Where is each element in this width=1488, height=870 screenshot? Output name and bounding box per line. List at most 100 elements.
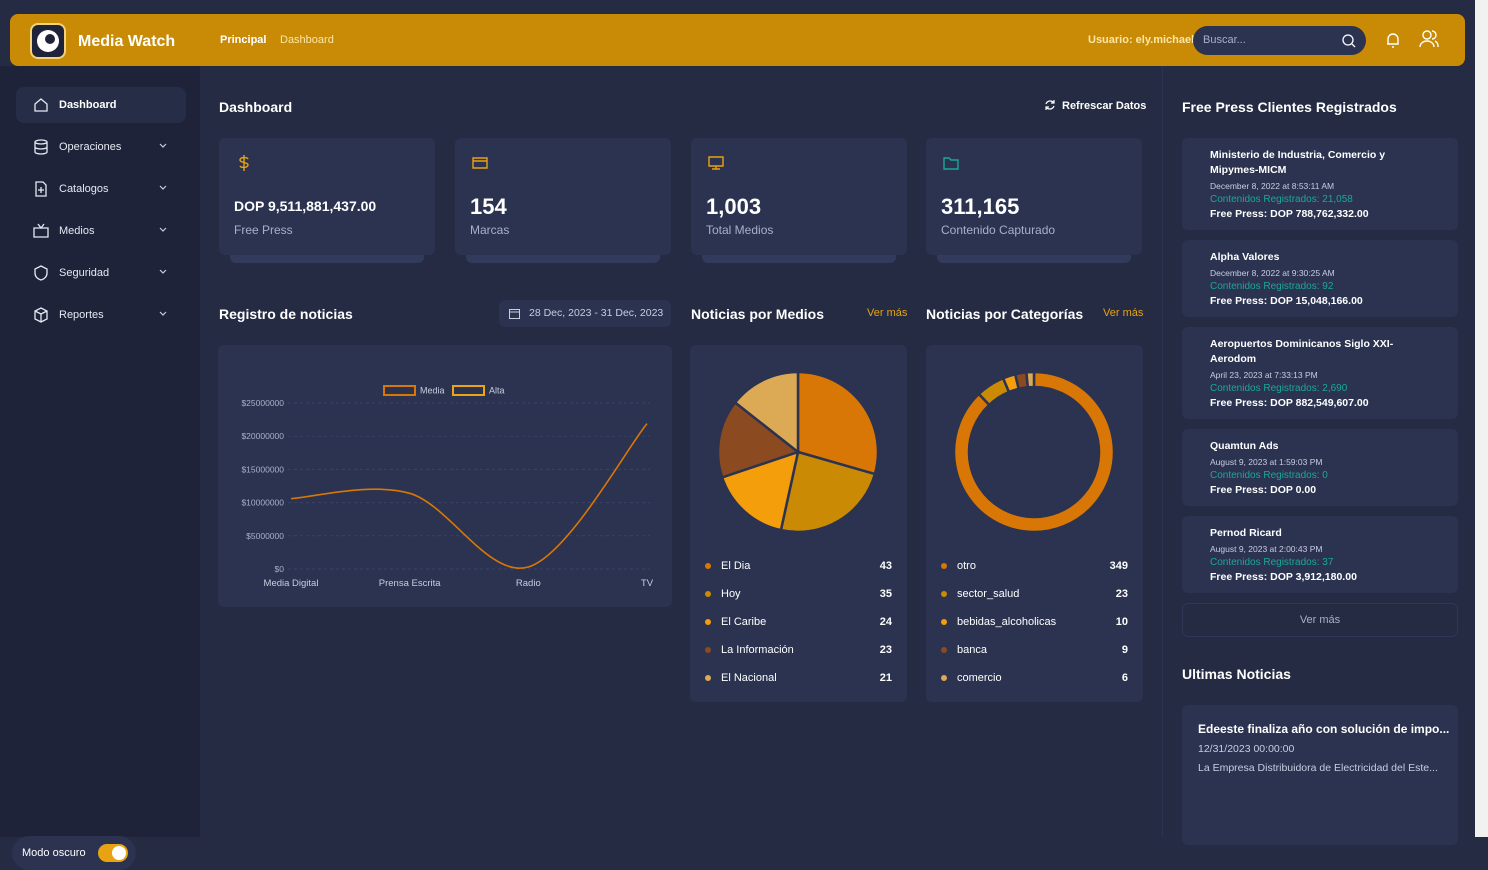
icon-shape: [708, 156, 724, 170]
chevron-shape: [159, 227, 167, 232]
stat-value: 154: [470, 194, 507, 219]
y-tick-label: $5000000: [246, 531, 284, 541]
see-more-link[interactable]: Ver más: [867, 307, 908, 319]
search[interactable]: Buscar...: [1193, 26, 1366, 55]
client-card[interactable]: Alpha Valores December 8, 2022 at 9:30:25…: [1182, 240, 1458, 317]
date-range[interactable]: 28 Dec, 2023 - 31 Dec, 2023: [499, 300, 671, 327]
bell-icon[interactable]: [1384, 31, 1402, 49]
client-free-press: Free Press: DOP 0.00: [1210, 484, 1317, 496]
icon-shape: [34, 139, 48, 155]
legend-value: 21: [879, 672, 892, 684]
see-more-button[interactable]: Ver más: [1182, 603, 1458, 637]
pie-slice: [796, 370, 880, 476]
chevron-shape: [159, 143, 167, 148]
legend-label: El Dia: [721, 560, 751, 572]
sidebar-label: Medios: [59, 225, 95, 237]
sidebar: Dashboard Operaciones Catalogos Medios Segur…: [0, 66, 200, 870]
client-contents: Contenidos Registrados: 2,690: [1210, 383, 1348, 394]
card-strip: [702, 255, 896, 263]
icon-shape: [35, 181, 47, 197]
switch[interactable]: [98, 844, 128, 862]
client-date: August 9, 2023 at 1:59:03 PM: [1210, 457, 1323, 467]
dark-mode-toggle[interactable]: Modo oscuro: [12, 836, 136, 870]
sidebar-item[interactable]: Operaciones: [16, 129, 186, 165]
legend-value: 6: [1121, 672, 1128, 684]
chevron: [159, 269, 167, 274]
client-contents: Contenidos Registrados: 92: [1210, 281, 1334, 292]
nav-link[interactable]: Principal: [220, 34, 267, 46]
legend-dot: [705, 619, 711, 625]
stat-label: Contenido Capturado: [941, 223, 1056, 237]
sidebar-item[interactable]: Medios: [16, 213, 186, 249]
pie-chart-card: El Dia 43 Hoy 35 El Caribe 24 La Información 23…: [690, 345, 907, 702]
legend-row: El Caribe 24: [690, 615, 907, 635]
client-card[interactable]: Pernod Ricard August 9, 2023 at 2:00:43 P…: [1182, 516, 1458, 593]
stat-label: Marcas: [470, 223, 510, 237]
stat-value: 311,165: [941, 194, 1020, 219]
nav-link[interactable]: Dashboard: [280, 34, 334, 46]
client-date: December 8, 2022 at 8:53:11 AM: [1210, 181, 1335, 191]
legend-value: 35: [879, 588, 892, 600]
client-card[interactable]: Aeropuertos Dominicanos Siglo XXI-Aerodo…: [1182, 327, 1458, 419]
news-card[interactable]: Edeeste finaliza año con solución de imp…: [1182, 705, 1458, 845]
series-line: [290, 423, 648, 570]
client-name: Ministerio de Industria, Comercio y Mipy…: [1210, 149, 1386, 176]
news-title: Edeeste finaliza año con solución de imp…: [1198, 722, 1450, 736]
page-title: Dashboard: [219, 99, 293, 115]
legend-swatch: [383, 385, 416, 396]
legend-label: Alta: [489, 386, 505, 396]
legend-label: Media: [420, 386, 445, 396]
icon-shape: [239, 155, 249, 171]
users-icon[interactable]: [1418, 28, 1440, 50]
news-date: 12/31/2023 00:00:00: [1198, 743, 1295, 755]
right-panel: Free Press Clientes Registrados Minister…: [1162, 66, 1475, 845]
legend-value: 23: [1115, 588, 1128, 600]
sidebar-icon: [34, 265, 48, 281]
client-free-press: Free Press: DOP 882,549,607.00: [1210, 397, 1369, 409]
x-tick-label: Prensa Escrita: [379, 578, 441, 589]
client-card[interactable]: Ministerio de Industria, Comercio y Mipy…: [1182, 138, 1458, 230]
client-date: December 8, 2022 at 9:30:25 AM: [1210, 268, 1335, 278]
see-more-link[interactable]: Ver más: [1103, 307, 1144, 319]
stat-label: Free Press: [234, 223, 293, 237]
icon-shape: [943, 157, 959, 170]
refresh-button[interactable]: Refrescar Datos: [1044, 99, 1146, 112]
legend-dot: [941, 563, 947, 569]
brand: Media Watch: [78, 33, 176, 50]
legend-row: sector_salud 23: [926, 587, 1143, 607]
stat-card: 311,165 Contenido Capturado: [926, 138, 1142, 263]
refresh-icon: [1045, 100, 1055, 110]
line-chart: $0 $5000000 $10000000 $15000000 $20000000 $25…: [241, 385, 654, 589]
icon-shape: [34, 307, 48, 323]
x-tick-label: Media Digital: [264, 578, 319, 589]
legend-row: comercio 6: [926, 671, 1143, 691]
client-date: August 9, 2023 at 2:00:43 PM: [1210, 544, 1323, 554]
legend-row: El Dia 43: [690, 559, 907, 579]
sidebar-item[interactable]: Seguridad: [16, 255, 186, 291]
legend-label: El Caribe: [721, 616, 767, 628]
line-chart-card: $0 $5000000 $10000000 $15000000 $20000000 $25…: [218, 345, 672, 607]
client-contents: Contenidos Registrados: 0: [1210, 470, 1328, 481]
donut-chart-card: otro 349 sector_salud 23 bebidas_alcoholicas…: [926, 345, 1143, 702]
client-card[interactable]: Quamtun Ads August 9, 2023 at 1:59:03 PM C…: [1182, 429, 1458, 506]
legend-value: 24: [879, 616, 892, 628]
client-free-press: Free Press: DOP 3,912,180.00: [1210, 571, 1357, 583]
chevron: [159, 185, 167, 190]
sidebar-item[interactable]: Reportes: [16, 297, 186, 333]
chart-title: Noticias por Medios: [691, 306, 825, 322]
legend-dot: [941, 591, 947, 597]
sidebar-item[interactable]: Dashboard: [16, 87, 186, 123]
date-range-text: 28 Dec, 2023 - 31 Dec, 2023: [529, 307, 664, 319]
sidebar-icon: [35, 181, 47, 197]
legend-dot: [705, 591, 711, 597]
client-name: Alpha Valores: [1210, 251, 1280, 263]
legend-label: Hoy: [721, 588, 741, 600]
legend-label: otro: [957, 560, 976, 572]
sidebar-item[interactable]: Catalogos: [16, 171, 186, 207]
chart-title: Noticias por Categorías: [926, 306, 1084, 322]
stat-value: DOP 9,511,881,437.00: [234, 198, 377, 214]
legend-row: otro 349: [926, 559, 1143, 579]
legend-label: sector_salud: [957, 588, 1020, 600]
search-icon: [1342, 34, 1356, 48]
